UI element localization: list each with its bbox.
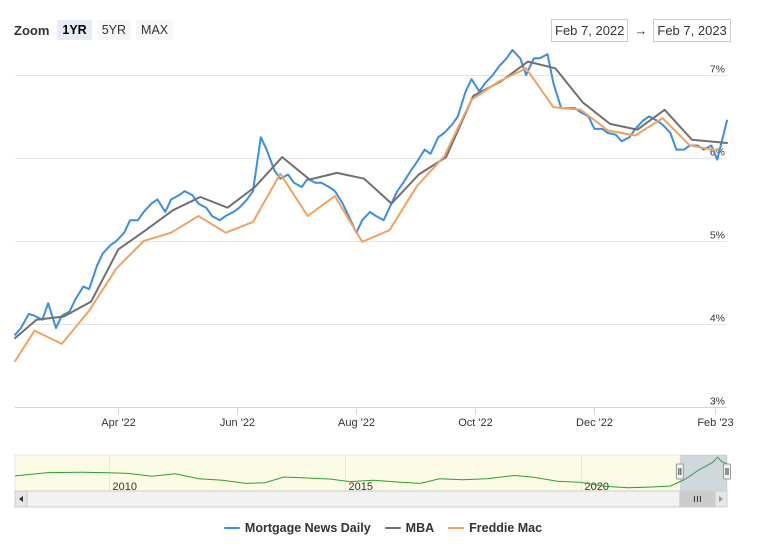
zoom-1yr-button[interactable]: 1YR (57, 20, 92, 40)
x-tick-label: Oct '22 (458, 417, 493, 429)
series-line-mba (14, 60, 728, 340)
y-tick-label: 3% (710, 396, 725, 408)
chevron-right-icon (719, 496, 723, 502)
navigator-handle-right[interactable] (723, 463, 731, 480)
series-line-mnd (14, 49, 728, 336)
zoom-bar: Zoom 1YR 5YR MAX (14, 19, 178, 41)
zoom-label: Zoom (14, 22, 50, 38)
legend-swatch-mnd (223, 527, 240, 529)
legend-swatch-mba (384, 527, 401, 529)
navigator-selection (679, 455, 727, 491)
zoom-max-button[interactable]: MAX (136, 20, 174, 40)
legend-label-freddie: Freddie Mac (469, 521, 543, 535)
zoom-5yr-button[interactable]: 5YR (96, 20, 132, 40)
legend-item-mnd[interactable]: Mortgage News Daily (223, 521, 371, 535)
legend: Mortgage News Daily MBA Freddie Mac (0, 521, 766, 535)
x-tick-label: Feb '23 (697, 417, 733, 429)
navigator-label: 2010 (113, 481, 137, 493)
y-tick-label: 4% (710, 313, 725, 325)
legend-item-freddie[interactable]: Freddie Mac (448, 521, 542, 535)
range-arrow: → (634, 22, 648, 38)
range-to-input[interactable]: Feb 7, 2023 (653, 18, 731, 42)
x-tick-label: Jun '22 (220, 417, 255, 429)
navigator-handle-left[interactable] (675, 463, 684, 480)
legend-label-mnd: Mortgage News Daily (244, 521, 371, 535)
scrollbar-track (14, 490, 728, 508)
series-line-freddie (14, 67, 719, 363)
x-tick-label: Aug '22 (338, 417, 375, 429)
legend-item-mba[interactable]: MBA (384, 521, 435, 535)
date-range: Feb 7, 2022 → Feb 7, 2023 (551, 18, 731, 42)
range-from-input[interactable]: Feb 7, 2022 (551, 18, 629, 42)
y-tick-label: 7% (710, 64, 725, 76)
x-tick-label: Dec '22 (576, 417, 613, 429)
legend-label-mba: MBA (405, 521, 435, 535)
legend-swatch-freddie (448, 527, 465, 529)
x-tick-label: Apr '22 (101, 417, 136, 429)
y-tick-label: 5% (710, 230, 725, 242)
navigator-line (14, 456, 728, 489)
navigator-label: 2015 (349, 481, 373, 493)
chevron-left-icon (19, 496, 23, 502)
